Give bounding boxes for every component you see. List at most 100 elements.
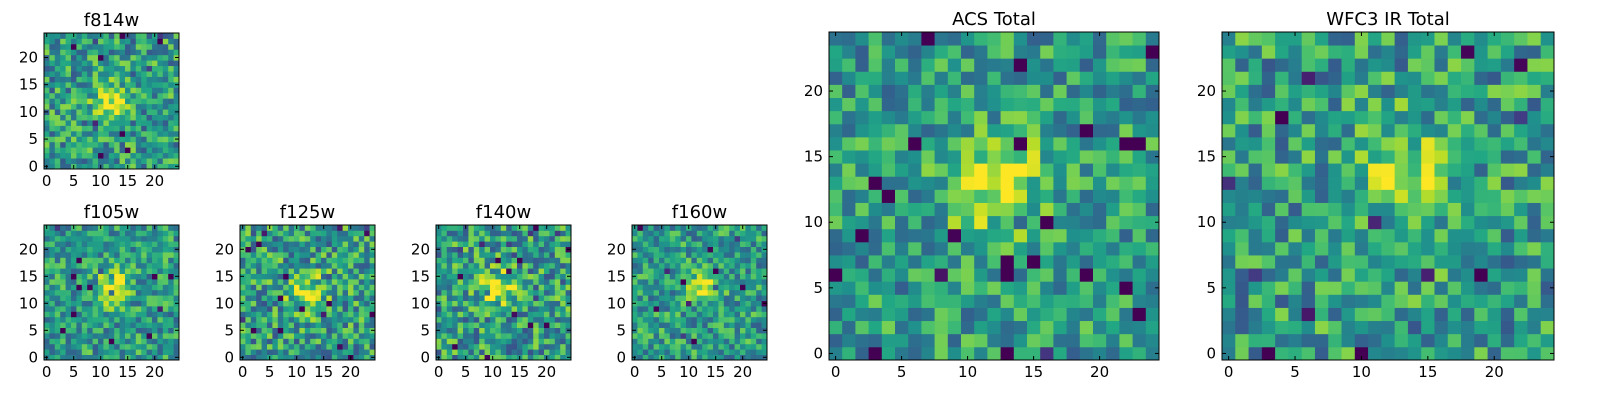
heatmap-cell	[1314, 136, 1329, 151]
heatmap-cell	[1235, 84, 1249, 98]
heatmap-cell	[60, 76, 66, 83]
heatmap-cell	[71, 71, 77, 77]
heatmap-cell	[855, 136, 869, 151]
heatmap-cell	[60, 349, 66, 355]
heatmap-cell	[669, 273, 676, 280]
heatmap-cell	[1354, 307, 1369, 322]
heatmap-cell	[135, 136, 142, 143]
x-tick-label: 10	[91, 363, 110, 381]
heatmap-cell	[168, 225, 174, 231]
heatmap-cell	[632, 322, 638, 328]
heatmap-cell	[707, 343, 714, 350]
heatmap-cell	[108, 109, 115, 115]
heatmap-cell	[125, 252, 131, 258]
heatmap-cell	[921, 32, 935, 46]
heatmap-cell	[369, 349, 376, 355]
heatmap-cell	[81, 103, 88, 110]
heatmap-cell	[245, 241, 252, 247]
heatmap-cell	[1381, 255, 1396, 269]
heatmap-cell	[326, 252, 333, 258]
heatmap-cell	[974, 163, 988, 177]
heatmap-cell	[1381, 110, 1396, 125]
heatmap-cell	[855, 71, 869, 85]
heatmap-cell	[108, 92, 115, 99]
heatmap-cell	[908, 189, 922, 203]
heatmap-cell	[87, 147, 93, 154]
heatmap-cell	[517, 322, 523, 328]
heatmap-cell	[1053, 71, 1067, 85]
heatmap-cell	[511, 333, 518, 339]
heatmap-cell	[544, 246, 550, 253]
heatmap-cell	[1222, 215, 1236, 230]
heatmap-cell	[441, 246, 448, 253]
heatmap-cell	[1487, 110, 1502, 125]
heatmap-cell	[1381, 150, 1396, 164]
heatmap-cell	[702, 257, 708, 264]
heatmap-cell	[745, 279, 752, 285]
heatmap-cell	[1027, 32, 1041, 46]
heatmap-cell	[648, 327, 654, 334]
heatmap-cell	[162, 262, 169, 269]
heatmap-cell	[947, 346, 962, 361]
heatmap-cell	[506, 246, 512, 253]
heatmap-cell	[321, 343, 327, 350]
heatmap-cell	[1222, 320, 1236, 335]
heatmap-cell	[1040, 320, 1054, 335]
heatmap-cell	[441, 284, 448, 291]
heatmap-cell	[533, 252, 539, 258]
heatmap-cell	[527, 295, 534, 301]
heatmap-cell	[648, 257, 654, 264]
heatmap-cell	[240, 311, 246, 318]
heatmap-cell	[92, 114, 99, 121]
heatmap-cell	[54, 235, 61, 242]
heatmap-cell	[288, 273, 295, 280]
heatmap-cell	[637, 295, 644, 301]
heatmap-cell	[98, 125, 104, 132]
heatmap-cell	[675, 300, 681, 307]
heatmap-cell	[65, 65, 72, 72]
heatmap-cell	[565, 279, 572, 285]
heatmap-cell	[1328, 307, 1342, 322]
heatmap-cell	[65, 152, 72, 159]
heatmap-cell	[114, 257, 120, 264]
heatmap-cell	[92, 354, 99, 361]
heatmap-cell	[961, 136, 975, 151]
heatmap-cell	[1248, 58, 1263, 72]
heatmap-cell	[554, 322, 561, 328]
heatmap-cell	[135, 43, 142, 50]
heatmap-cell	[1407, 294, 1422, 308]
heatmap-cell	[522, 333, 529, 339]
heatmap-cell	[108, 300, 115, 307]
heatmap-cell	[168, 81, 174, 88]
heatmap-cell	[1527, 84, 1542, 98]
heatmap-cell	[152, 158, 158, 164]
heatmap-cell	[364, 322, 370, 328]
heatmap-cell	[364, 268, 370, 274]
heatmap-cell	[756, 327, 762, 334]
heatmap-cell	[495, 246, 502, 253]
heatmap-cell	[734, 300, 741, 307]
heatmap-cell	[294, 306, 300, 312]
heatmap-cell	[1040, 71, 1054, 85]
heatmap-cell	[1119, 294, 1133, 308]
heatmap-cell	[157, 81, 164, 88]
heatmap-cell	[881, 150, 896, 164]
heatmap-cell	[326, 241, 333, 247]
heatmap-cell	[71, 311, 77, 318]
heatmap-cell	[675, 338, 681, 345]
heatmap-cell	[1301, 307, 1316, 322]
heatmap-cell	[1013, 294, 1028, 308]
heatmap-cell	[1132, 97, 1147, 112]
heatmap-cell	[1248, 84, 1263, 98]
heatmap-cell	[119, 92, 126, 99]
y-tick-label: 5	[616, 321, 626, 339]
heatmap-cell	[1261, 32, 1276, 46]
heatmap-cell	[146, 225, 153, 231]
heatmap-cell	[130, 43, 137, 50]
heatmap-cell	[353, 306, 360, 312]
heatmap-cell	[119, 43, 126, 50]
heatmap-cell	[452, 289, 458, 296]
heatmap-cell	[1079, 150, 1094, 164]
heatmap-cell	[1514, 202, 1528, 217]
heatmap-cell	[310, 241, 316, 247]
